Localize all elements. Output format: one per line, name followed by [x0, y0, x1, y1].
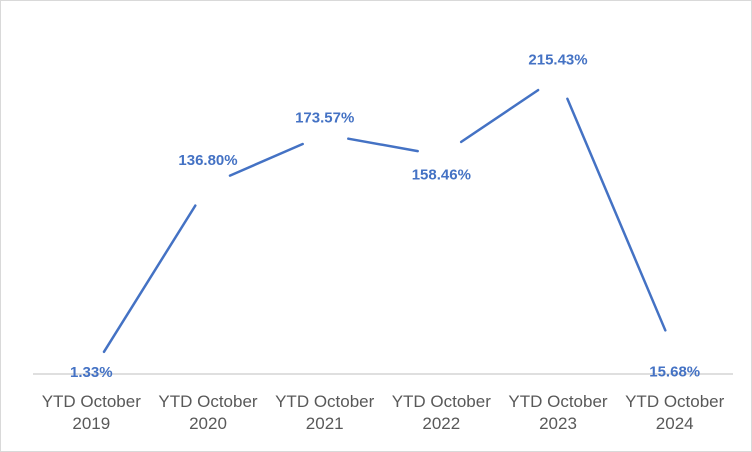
x-tick-label: YTD October 2021	[275, 392, 375, 433]
data-label: 215.43%	[528, 52, 587, 69]
x-tick-label: YTD October 2020	[158, 392, 258, 433]
data-label: 136.80%	[178, 152, 237, 169]
data-label: 173.57%	[295, 110, 354, 127]
data-label: 158.46%	[412, 166, 471, 183]
x-tick-label: YTD October 2023	[508, 392, 608, 433]
series-line-segment	[228, 142, 304, 177]
x-tick-label: YTD October 2019	[42, 392, 142, 433]
series-layer	[102, 88, 667, 354]
data-label: 1.33%	[70, 364, 113, 381]
x-tick-layer: YTD October 2019 YTD October 2020 YTD Octobe…	[42, 392, 725, 433]
series-line-segment	[459, 88, 540, 144]
data-label: 15.68%	[649, 363, 700, 380]
x-tick-label: YTD October 2022	[392, 392, 492, 433]
series-line-segment	[566, 97, 667, 332]
data-label-layer: 1.33% 136.80% 173.57% 158.46% 215.43% 15.68%	[70, 52, 700, 382]
x-tick-label: YTD October 2024	[625, 392, 725, 433]
series-line-segment	[102, 204, 197, 354]
series-line-segment	[347, 137, 419, 153]
